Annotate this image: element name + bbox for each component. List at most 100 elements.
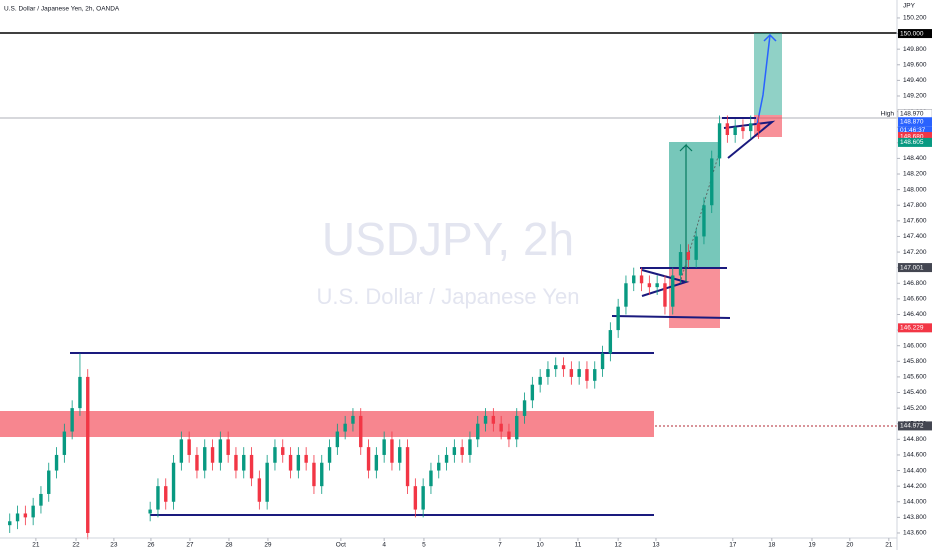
price-marker-label: 147.001 — [900, 264, 924, 271]
candle-body — [733, 127, 737, 135]
x-tick-label: 21 — [32, 542, 40, 549]
candle-body — [499, 423, 503, 432]
x-tick-label: 12 — [615, 542, 623, 549]
candle-body — [405, 447, 410, 487]
x-tick-label: 19 — [808, 542, 816, 549]
supply-zone — [0, 411, 654, 437]
candle-body — [686, 252, 691, 260]
arrow — [685, 144, 693, 152]
x-tick-label: 20 — [846, 542, 854, 549]
candle-body — [343, 423, 347, 432]
watermark: USDJPY, 2h — [322, 213, 574, 265]
candle-body — [203, 447, 207, 471]
candle-body — [507, 431, 511, 440]
candle-body — [296, 454, 301, 471]
candle-body — [585, 369, 589, 381]
y-tick-label: 147.800 — [903, 202, 927, 209]
candle-body — [538, 376, 542, 385]
candle-body — [639, 275, 644, 284]
candle-body — [593, 369, 597, 381]
candle-body — [398, 447, 402, 463]
candle-body — [187, 439, 191, 455]
price-marker-label: 148.970 — [900, 111, 924, 118]
candle-body — [273, 447, 277, 463]
candle-body — [320, 462, 324, 487]
y-tick-label: 146.400 — [903, 311, 927, 318]
price-marker-label: 148.605 — [900, 139, 924, 146]
candle-body — [374, 454, 379, 471]
arrow — [763, 33, 777, 42]
price-marker — [898, 323, 932, 333]
candle-body — [522, 400, 527, 416]
candle-body — [600, 353, 605, 370]
candle-body — [366, 447, 371, 471]
y-tick-label: 146.600 — [903, 296, 927, 303]
candle-body — [8, 521, 12, 526]
candle-body — [148, 509, 152, 514]
projection — [679, 149, 721, 284]
countdown-box — [898, 126, 932, 135]
candle-body — [632, 275, 636, 284]
y-tick-label: 146.800 — [903, 280, 927, 287]
candle-body — [460, 447, 464, 455]
candle-body — [86, 376, 90, 533]
y-tick-label: 145.200 — [903, 405, 927, 412]
candle-body — [546, 369, 550, 377]
candle-body — [678, 252, 683, 276]
candle-body — [335, 431, 340, 448]
candle-body — [710, 158, 714, 206]
price-marker-label: 148.680 — [900, 133, 924, 140]
axes: 143.600 143.800 144.000 144.200 144.400 144.6… — [32, 15, 932, 549]
candle-body — [39, 493, 43, 506]
price-marker-label: 144.972 — [900, 423, 924, 430]
price-marker-label: 150.000 — [900, 30, 924, 37]
x-tick-label: 21 — [885, 542, 893, 549]
candle-body — [390, 439, 394, 463]
candle-body — [382, 439, 386, 455]
y-tick-label: 147.400 — [903, 233, 927, 240]
y-tick-label: 144.000 — [903, 498, 927, 505]
candle-body — [31, 505, 35, 518]
price-marker — [898, 263, 932, 273]
candle-body — [156, 486, 160, 510]
candle-body — [702, 205, 706, 237]
candle-body — [78, 376, 82, 409]
candle-body — [257, 478, 262, 502]
x-tick-label: Oct — [336, 542, 346, 549]
candle-body — [483, 415, 488, 424]
price-marker — [898, 117, 932, 127]
candle-body — [577, 369, 581, 377]
y-tick-label: 143.600 — [903, 530, 927, 537]
candle-body — [694, 236, 698, 260]
candle-body — [242, 454, 246, 471]
candle-body — [47, 470, 51, 494]
candle-body — [437, 462, 441, 471]
candle-body — [359, 415, 363, 448]
y-tick-label: 145.600 — [903, 374, 927, 381]
candle-body — [327, 447, 332, 463]
x-tick-label: 17 — [729, 542, 737, 549]
x-tick-label: 18 — [768, 542, 776, 549]
candle-body — [561, 365, 566, 370]
candle-body — [655, 283, 659, 288]
candle-body — [569, 369, 574, 377]
candle-body — [54, 454, 59, 471]
high-label: High — [881, 111, 895, 118]
x-tick-label: 26 — [147, 542, 155, 549]
x-tick-label: 5 — [422, 542, 426, 549]
candle-body — [616, 306, 620, 331]
candle-body — [288, 454, 293, 471]
target-box — [754, 33, 782, 115]
stop-box — [669, 268, 720, 328]
candle-body — [756, 123, 761, 132]
candle-body — [249, 454, 254, 479]
candle-body — [351, 415, 355, 424]
candles — [8, 115, 761, 540]
y-tick-label: 148.200 — [903, 171, 927, 178]
candle-body — [749, 123, 753, 132]
candle-body — [608, 330, 613, 354]
y-tick-label: 144.400 — [903, 467, 927, 474]
triangle — [723, 120, 776, 159]
